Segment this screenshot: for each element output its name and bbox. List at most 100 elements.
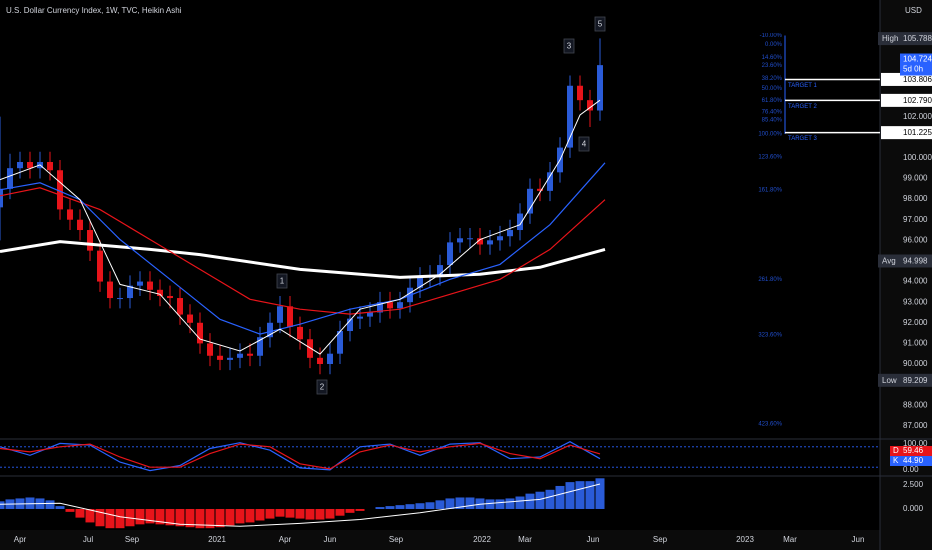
fib-label: 123.60% (758, 154, 782, 160)
macd-bar (595, 478, 605, 509)
stoch-readout-box (890, 446, 932, 456)
candle-body (467, 238, 473, 240)
candle-body (317, 357, 323, 365)
candle-body (517, 213, 523, 231)
fib-label: -10.00% (760, 33, 783, 39)
y-tick-label: 90.000 (903, 359, 928, 368)
x-tick-label: Apr (279, 535, 292, 544)
y-tick-label: 93.000 (903, 297, 928, 306)
macd-bar (65, 508, 75, 512)
macd-bar (265, 508, 275, 519)
candle-body (97, 250, 103, 282)
candle-body (167, 295, 173, 299)
macd-signal (0, 483, 601, 527)
macd-bar (435, 500, 445, 509)
x-tick-label: Jul (83, 535, 93, 544)
x-tick-label: Apr (14, 535, 27, 544)
macd-bar (85, 508, 95, 523)
fib-label: 0.00% (765, 42, 783, 48)
candle-body (157, 289, 163, 296)
candle-body (417, 277, 423, 288)
target-name: TARGET 3 (788, 136, 817, 142)
macd-bar (205, 508, 215, 529)
y-tick-label: 87.000 (903, 421, 928, 430)
candle-body (527, 188, 533, 214)
x-tick-label: Sep (653, 535, 668, 544)
moving-average (0, 187, 606, 315)
macd-bar (425, 502, 435, 509)
macd-bar (575, 481, 585, 509)
wave-label-box (594, 16, 606, 32)
candle-body (437, 265, 443, 276)
wave-label-box (316, 379, 328, 395)
wave-label-box (276, 273, 288, 289)
candle-body (147, 281, 153, 290)
candle-body (357, 316, 363, 319)
macd-tick-label: 2.500 (903, 480, 924, 489)
candle-body (207, 343, 213, 356)
macd-bar (155, 508, 165, 525)
candle-body (237, 353, 243, 358)
stoch-readout-value: 44.90 (903, 456, 924, 465)
y-tick-label: 102.000 (903, 112, 932, 121)
macd-bar (195, 508, 205, 529)
candle-body (597, 65, 603, 111)
macd-bar (585, 481, 595, 509)
macd-bar (185, 508, 195, 528)
candle-body (107, 281, 113, 299)
y-tick-label: 88.000 (903, 400, 928, 409)
candle-body (567, 85, 573, 148)
macd-bar (335, 508, 345, 516)
y-tick-label: 91.000 (903, 339, 928, 348)
macd-bar (525, 493, 535, 509)
candle-body (577, 85, 583, 101)
moving-average (0, 99, 601, 355)
target-price: 102.790 (903, 96, 932, 105)
x-tick-label: Mar (783, 535, 797, 544)
candle-body (537, 188, 543, 191)
last-price-box (900, 53, 932, 76)
target-price-box (881, 72, 932, 86)
fib-label: 423.60% (758, 421, 782, 427)
candle-body (247, 353, 253, 356)
macd-bar (0, 501, 5, 509)
candle-body (587, 100, 593, 111)
fib-label: 23.60% (762, 63, 783, 69)
fib-label: 261.80% (758, 277, 782, 283)
fib-label: 161.80% (758, 187, 782, 193)
candle-body (387, 302, 393, 309)
x-tick-label: Mar (518, 535, 532, 544)
candle-body (57, 170, 63, 210)
macd-bar (45, 500, 55, 509)
candle-body (477, 238, 483, 245)
macd-bar (485, 499, 495, 509)
candle-body (227, 357, 233, 360)
candle-body (7, 168, 13, 189)
stoch-readout-box (890, 456, 932, 466)
moving-average (0, 240, 606, 279)
candle-body (187, 314, 193, 323)
wave-label: 3 (567, 42, 572, 51)
macd-bar (455, 497, 465, 509)
macd-bar (555, 485, 565, 509)
macd-bar (75, 508, 85, 518)
macd-bar (135, 508, 145, 525)
y-tick-label: 99.000 (903, 174, 928, 183)
macd-tick-label: 0.000 (903, 504, 924, 513)
y-tick-label: 94.000 (903, 277, 928, 286)
candle-body (347, 318, 353, 332)
candle-body (217, 355, 223, 360)
macd-bar (565, 482, 575, 509)
candle-body (127, 285, 133, 299)
candle-body (327, 353, 333, 365)
candle-body (17, 162, 23, 169)
macd-bar (235, 508, 245, 524)
readout-box (878, 373, 932, 387)
macd-bar (405, 504, 415, 509)
candle-body (267, 322, 273, 338)
candle-body (257, 337, 263, 356)
fib-label: 100.00% (758, 132, 782, 138)
candle-body (277, 306, 283, 323)
candle-body (287, 306, 293, 327)
